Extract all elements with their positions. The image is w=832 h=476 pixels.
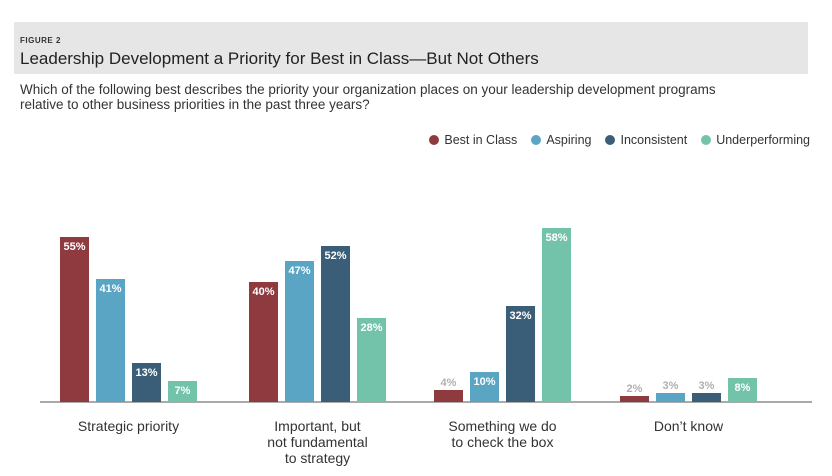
legend-item-best-in-class: Best in Class xyxy=(429,133,517,147)
legend-swatch-inconsistent xyxy=(605,135,616,145)
figure-label: FIGURE 2 xyxy=(20,36,61,45)
data-label-aspiring-1: 47% xyxy=(288,265,310,277)
legend: Best in Class Aspiring Inconsistent Unde… xyxy=(429,133,810,147)
category-label-line: to check the box xyxy=(451,434,554,450)
bar-underperforming-2 xyxy=(542,228,571,402)
data-label-aspiring-0: 41% xyxy=(99,283,121,295)
category-label-3: Don’t know xyxy=(604,418,774,434)
category-label-line: to strategy xyxy=(284,450,351,466)
bar-aspiring-3 xyxy=(656,393,685,402)
legend-swatch-aspiring xyxy=(531,135,542,145)
category-label-1: Important, but not fundamental to strategy xyxy=(233,418,403,466)
data-label-underperforming-2: 58% xyxy=(545,232,567,244)
data-label-inconsistent-1: 52% xyxy=(324,250,346,262)
data-label-inconsistent-0: 13% xyxy=(135,367,157,379)
legend-swatch-underperforming xyxy=(701,135,712,145)
data-label-underperforming-3: 8% xyxy=(735,382,751,394)
bar-best-in-class-0 xyxy=(60,237,89,402)
data-label-aspiring-2: 10% xyxy=(473,376,495,388)
legend-label-underperforming: Underperforming xyxy=(716,133,810,147)
bar-best-in-class-3 xyxy=(620,396,649,402)
data-label-aspiring-3: 3% xyxy=(663,380,679,392)
bar-inconsistent-0 xyxy=(132,363,161,402)
bar-underperforming-3 xyxy=(728,378,757,402)
bar-underperforming-1 xyxy=(357,318,386,402)
category-label-line: Strategic priority xyxy=(77,418,180,434)
category-label-line: not fundamental xyxy=(267,434,368,450)
bar-inconsistent-2 xyxy=(506,306,535,402)
legend-item-underperforming: Underperforming xyxy=(701,133,810,147)
category-label-line: Don’t know xyxy=(653,418,724,434)
bar-aspiring-1 xyxy=(285,261,314,402)
data-label-underperforming-1: 28% xyxy=(360,322,382,334)
legend-swatch-best-in-class xyxy=(429,135,440,145)
bar-aspiring-0 xyxy=(96,279,125,402)
data-label-best-in-class-0: 55% xyxy=(63,241,85,253)
legend-label-best-in-class: Best in Class xyxy=(444,133,518,147)
header-band xyxy=(14,22,808,74)
bar-aspiring-2 xyxy=(470,372,499,402)
category-label-line: Something we do xyxy=(448,418,557,434)
data-label-best-in-class-1: 40% xyxy=(252,286,274,298)
data-label-inconsistent-3: 3% xyxy=(699,380,715,392)
legend-item-inconsistent: Inconsistent xyxy=(605,133,687,147)
category-label-line: Important, but xyxy=(274,418,361,434)
category-label-0: Strategic priority xyxy=(44,418,214,434)
bar-inconsistent-3 xyxy=(692,393,721,402)
bar-inconsistent-1 xyxy=(321,246,350,402)
chart-question: Which of the following best describes th… xyxy=(20,82,716,112)
category-label-2: Something we do to check the box xyxy=(418,418,588,450)
bar-best-in-class-1 xyxy=(249,282,278,402)
data-label-best-in-class-3: 2% xyxy=(627,383,643,395)
data-label-inconsistent-2: 32% xyxy=(509,310,531,322)
data-label-best-in-class-2: 4% xyxy=(441,377,457,389)
bar-underperforming-0 xyxy=(168,381,197,402)
legend-label-aspiring: Aspiring xyxy=(546,133,592,147)
chart-title: Leadership Development a Priority for Be… xyxy=(20,49,539,68)
legend-label-inconsistent: Inconsistent xyxy=(620,133,688,147)
data-label-underperforming-0: 7% xyxy=(175,385,191,397)
bar-best-in-class-2 xyxy=(434,390,463,402)
legend-item-aspiring: Aspiring xyxy=(531,133,591,147)
